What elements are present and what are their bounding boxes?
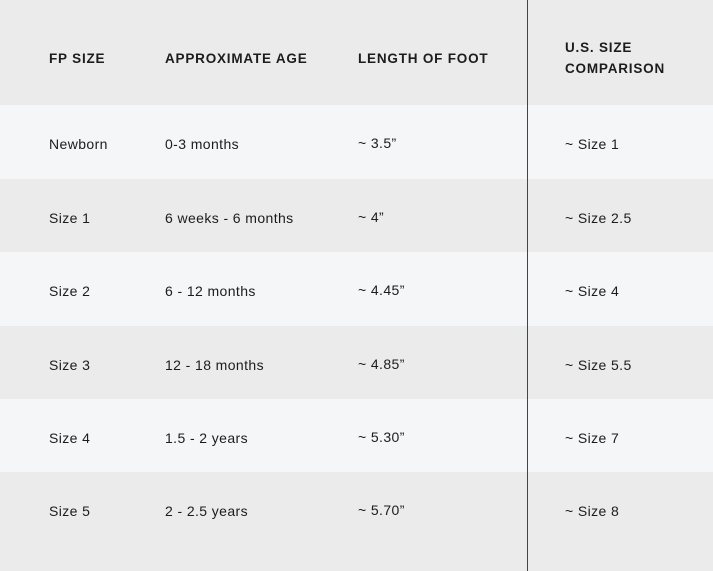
header-length-of-foot: LENGTH OF FOOT [358,51,489,66]
header-us-size-line1: U.S. SIZE [565,40,633,55]
us-size-cell: ~ Size 2.5 [565,210,632,226]
foot-length-cell: ~ 4.45” [358,282,405,298]
table-row: Newborn 0-3 months ~ 3.5” ~ Size 1 [0,105,713,179]
age-cell: 2 - 2.5 years [165,503,249,519]
header-us-size: U.S. SIZE COMPARISON [565,37,665,79]
fp-size-cell: Size 5 [49,503,91,519]
us-size-cell: ~ Size 8 [565,503,620,519]
us-size-cell: ~ Size 5.5 [565,357,632,373]
age-cell: 1.5 - 2 years [165,430,249,446]
fp-size-cell: Size 1 [49,210,91,226]
table-row: Size 2 6 - 12 months ~ 4.45” ~ Size 4 [0,252,713,326]
us-size-cell: ~ Size 7 [565,430,620,446]
fp-size-cell: Newborn [49,136,108,152]
table-row: Size 5 2 - 2.5 years ~ 5.70” ~ Size 8 [0,472,713,571]
table-row: Size 4 1.5 - 2 years ~ 5.30” ~ Size 7 [0,399,713,472]
foot-length-cell: ~ 3.5” [358,135,397,151]
table-row: Size 3 12 - 18 months ~ 4.85” ~ Size 5.5 [0,326,713,399]
age-cell: 6 weeks - 6 months [165,210,294,226]
us-size-cell: ~ Size 4 [565,283,620,299]
fp-size-cell: Size 3 [49,357,91,373]
age-cell: 0-3 months [165,136,240,152]
header-approximate-age: APPROXIMATE AGE [165,51,308,66]
column-divider [527,0,528,571]
foot-length-cell: ~ 5.70” [358,502,405,518]
fp-size-cell: Size 4 [49,430,91,446]
foot-length-cell: ~ 5.30” [358,429,405,445]
fp-size-cell: Size 2 [49,283,91,299]
age-cell: 12 - 18 months [165,357,264,373]
header-fp-size: FP SIZE [49,51,106,66]
header-us-size-line2: COMPARISON [565,61,666,76]
age-cell: 6 - 12 months [165,283,256,299]
us-size-cell: ~ Size 1 [565,136,620,152]
foot-length-cell: ~ 4” [358,209,385,225]
table-header: FP SIZE APPROXIMATE AGE LENGTH OF FOOT U… [0,0,713,105]
table-row: Size 1 6 weeks - 6 months ~ 4” ~ Size 2.5 [0,179,713,252]
foot-length-cell: ~ 4.85” [358,356,405,372]
